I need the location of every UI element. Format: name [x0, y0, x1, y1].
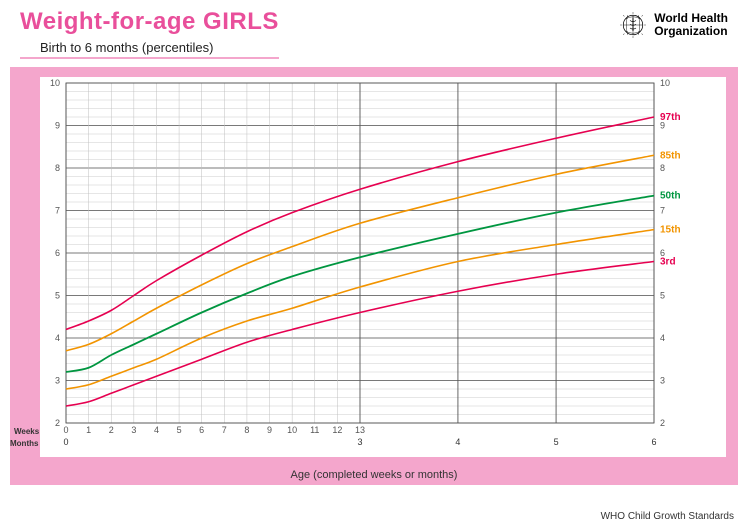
svg-text:13: 13 [355, 425, 365, 435]
svg-text:15th: 15th [660, 225, 681, 236]
header: Weight-for-age GIRLS Birth to 6 months (… [0, 0, 748, 59]
svg-text:3: 3 [131, 425, 136, 435]
svg-text:5: 5 [554, 437, 559, 447]
svg-text:5: 5 [177, 425, 182, 435]
page-title: Weight-for-age GIRLS [20, 8, 279, 36]
svg-text:3: 3 [357, 437, 362, 447]
svg-text:5: 5 [55, 291, 60, 301]
svg-text:1: 1 [86, 425, 91, 435]
svg-text:10: 10 [287, 425, 297, 435]
title-block: Weight-for-age GIRLS Birth to 6 months (… [20, 8, 279, 59]
svg-text:97th: 97th [660, 112, 681, 123]
svg-text:7: 7 [222, 425, 227, 435]
svg-text:6: 6 [55, 248, 60, 258]
title-underline [20, 57, 279, 59]
months-axis-word: Months [10, 439, 38, 448]
svg-text:3rd: 3rd [660, 257, 676, 268]
svg-text:2: 2 [109, 425, 114, 435]
growth-chart: 2233445566778899101001234567891011121303… [40, 77, 700, 457]
svg-text:4: 4 [455, 437, 460, 447]
svg-text:2: 2 [55, 418, 60, 428]
svg-text:9: 9 [267, 425, 272, 435]
svg-text:10: 10 [50, 78, 60, 88]
svg-text:0: 0 [63, 437, 68, 447]
svg-text:3: 3 [660, 376, 665, 386]
svg-text:8: 8 [660, 163, 665, 173]
who-logo-icon [618, 10, 648, 40]
svg-text:8: 8 [244, 425, 249, 435]
svg-text:4: 4 [55, 333, 60, 343]
svg-text:7: 7 [55, 206, 60, 216]
x-axis-label: Age (completed weeks or months) [291, 469, 458, 481]
svg-text:50th: 50th [660, 191, 681, 202]
page-subtitle: Birth to 6 months (percentiles) [40, 40, 279, 55]
weeks-axis-word: Weeks [14, 427, 39, 436]
svg-text:3: 3 [55, 376, 60, 386]
svg-text:6: 6 [199, 425, 204, 435]
who-logo-text: World Health Organization [654, 12, 728, 38]
svg-text:4: 4 [154, 425, 159, 435]
svg-text:5: 5 [660, 291, 665, 301]
svg-text:4: 4 [660, 333, 665, 343]
svg-text:12: 12 [332, 425, 342, 435]
footer-text: WHO Child Growth Standards [601, 511, 734, 522]
svg-text:8: 8 [55, 163, 60, 173]
chart-frame: Weight (kg) 2233445566778899101001234567… [10, 67, 738, 485]
who-logo: World Health Organization [618, 10, 728, 40]
svg-text:6: 6 [651, 437, 656, 447]
svg-text:7: 7 [660, 206, 665, 216]
svg-text:11: 11 [310, 425, 319, 435]
svg-text:0: 0 [63, 425, 68, 435]
svg-text:2: 2 [660, 418, 665, 428]
svg-text:10: 10 [660, 78, 670, 88]
chart-area: 2233445566778899101001234567891011121303… [40, 77, 726, 457]
svg-text:85th: 85th [660, 150, 681, 161]
svg-text:9: 9 [55, 121, 60, 131]
